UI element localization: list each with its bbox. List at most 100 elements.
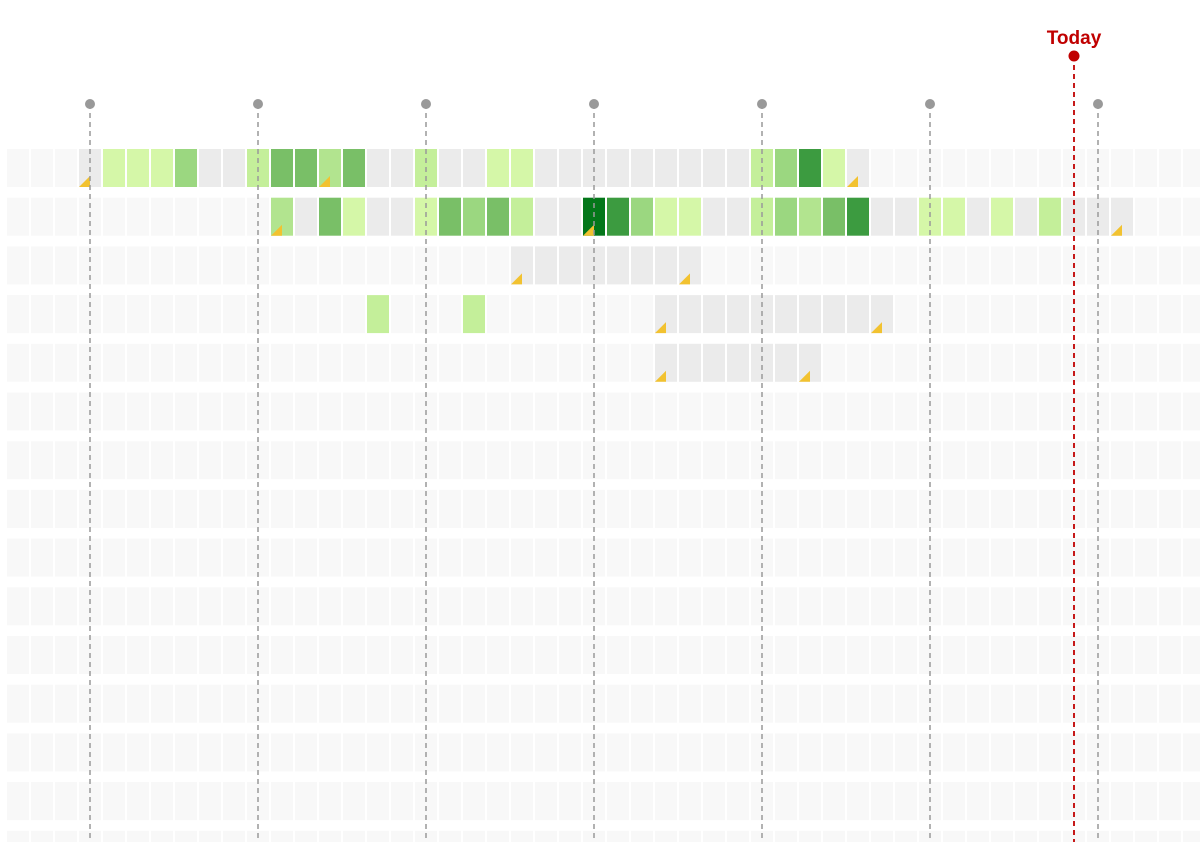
heatmap-cell-r4-c6	[151, 343, 173, 382]
heatmap-cell-r0-c27	[655, 149, 677, 187]
heatmap-cell-r6-c43	[1039, 441, 1061, 480]
heatmap-cell-r8-c18	[439, 538, 461, 577]
heatmap-cell-r1-c9	[223, 197, 245, 236]
heatmap-cell-r5-c28	[679, 392, 701, 431]
heatmap-cell-r2-c34	[823, 246, 845, 285]
heatmap-cell-r4-c37	[895, 343, 917, 382]
heatmap-cell-r3-c49	[1183, 295, 1200, 334]
today-dot	[1068, 50, 1080, 62]
heatmap-cell-r10-c28	[679, 636, 701, 674]
heatmap-cell-r10-c4	[103, 636, 125, 674]
today-marker: Today	[1047, 28, 1102, 842]
heatmap-cell-r3-c47	[1135, 295, 1157, 334]
heatmap-cell-r2-c2	[55, 246, 77, 285]
heatmap-cell-r4-c48	[1159, 343, 1181, 382]
heatmap-cell-r5-c47	[1135, 392, 1157, 431]
heatmap-cell-r2-c42	[1015, 246, 1037, 285]
heatmap-cell-r9-c28	[679, 587, 701, 626]
heatmap-cell-r6-c25	[607, 441, 629, 480]
heatmap-cell-r8-c41	[991, 538, 1013, 577]
heatmap-cell-r2-c45	[1087, 246, 1109, 285]
heatmap-cell-r4-c21	[511, 343, 533, 382]
heatmap-cell-r2-c0	[7, 246, 29, 285]
heatmap-cell-r10-c6	[151, 636, 173, 674]
heatmap-cell-r12-c4	[103, 733, 125, 772]
heatmap-cell-r2-c30	[727, 246, 749, 285]
heatmap-cell-r0-c33	[799, 149, 821, 187]
heatmap-cell-r6-c14	[343, 441, 365, 480]
heatmap-cell-r13-c21	[511, 782, 533, 821]
heatmap-cell-r9-c26	[631, 587, 653, 626]
heatmap-cell-r6-c46	[1111, 441, 1133, 480]
heatmap-cell-r1-c6	[151, 197, 173, 236]
heatmap-cell-r9-c25	[607, 587, 629, 626]
heatmap-cell-r7-c17	[415, 489, 437, 528]
heatmap-cell-r13-c33	[799, 782, 821, 821]
heatmap-cell-r14-c19	[463, 830, 485, 842]
heatmap-cell-r12-c37	[895, 733, 917, 772]
heatmap-cell-r2-c40	[967, 246, 989, 285]
heatmap-cell-r4-c0	[7, 343, 29, 382]
heatmap-cell-r3-c5	[127, 295, 149, 334]
heatmap-cell-r3-c29	[703, 295, 725, 334]
heatmap-cell-r12-c21	[511, 733, 533, 772]
heatmap-cell-r8-c36	[871, 538, 893, 577]
heatmap-cell-r1-c8	[199, 197, 221, 236]
heatmap-cell-r2-c46	[1111, 246, 1133, 285]
heatmap-cell-r14-c14	[343, 830, 365, 842]
heatmap-cell-r0-c28	[679, 149, 701, 187]
heatmap-cell-r2-c37	[895, 246, 917, 285]
heatmap-cell-r1-c1	[31, 197, 53, 236]
heatmap-cell-r6-c34	[823, 441, 845, 480]
heatmap-cell-r14-c49	[1183, 830, 1200, 842]
heatmap-cell-r3-c35	[847, 295, 869, 334]
heatmap-cell-r12-c9	[223, 733, 245, 772]
heatmap-cell-r1-c16	[391, 197, 413, 236]
heatmap-cell-r7-c7	[175, 489, 197, 528]
heatmap-cell-r9-c33	[799, 587, 821, 626]
heatmap-cell-r5-c42	[1015, 392, 1037, 431]
heatmap-cell-r8-c32	[775, 538, 797, 577]
heatmap-cell-r7-c24	[583, 489, 605, 528]
heatmap-cell-r7-c37	[895, 489, 917, 528]
heatmap-cell-r6-c5	[127, 441, 149, 480]
heatmap-cell-r0-c13	[319, 149, 341, 187]
heatmap-cell-r14-c7	[175, 830, 197, 842]
heatmap-cell-r12-c26	[631, 733, 653, 772]
heatmap-cell-r10-c49	[1183, 636, 1200, 674]
heatmap-cell-r9-c46	[1111, 587, 1133, 626]
heatmap-cell-r10-c41	[991, 636, 1013, 674]
heatmap-cell-r13-c20	[487, 782, 509, 821]
heatmap-cell-r14-c34	[823, 830, 845, 842]
heatmap-cell-r3-c32	[775, 295, 797, 334]
heatmap-cell-r1-c26	[631, 197, 653, 236]
heatmap-cell-r3-c14	[343, 295, 365, 334]
heatmap-cell-r5-c46	[1111, 392, 1133, 431]
heatmap-cell-r11-c36	[871, 684, 893, 723]
heatmap-cell-r12-c14	[343, 733, 365, 772]
heatmap-cell-r6-c16	[391, 441, 413, 480]
heatmap-cell-r0-c36	[871, 149, 893, 187]
heatmap-cell-r1-c48	[1159, 197, 1181, 236]
heatmap-cell-r14-c23	[559, 830, 581, 842]
corner-flag-r4-c33	[799, 370, 810, 382]
heatmap-cell-r6-c37	[895, 441, 917, 480]
heatmap-cell-r11-c45	[1087, 684, 1109, 723]
heatmap-cell-r12-c18	[439, 733, 461, 772]
heatmap-cell-r11-c47	[1135, 684, 1157, 723]
heatmap-cell-r1-c21	[511, 197, 533, 236]
heatmap-cell-r14-c28	[679, 830, 701, 842]
heatmap-cell-r8-c23	[559, 538, 581, 577]
heatmap-cell-r8-c40	[967, 538, 989, 577]
heatmap-cell-r4-c38	[919, 343, 941, 382]
heatmap-cell-r11-c21	[511, 684, 533, 723]
heatmap-cell-r6-c3	[79, 441, 101, 480]
heatmap-cell-r11-c10	[247, 684, 269, 723]
heatmap-cell-r13-c15	[367, 782, 389, 821]
heatmap-cell-r8-c22	[535, 538, 557, 577]
heatmap-cell-r7-c48	[1159, 489, 1181, 528]
heatmap-cell-r8-c43	[1039, 538, 1061, 577]
heatmap-cell-r12-c1	[31, 733, 53, 772]
heatmap-cell-r10-c8	[199, 636, 221, 674]
